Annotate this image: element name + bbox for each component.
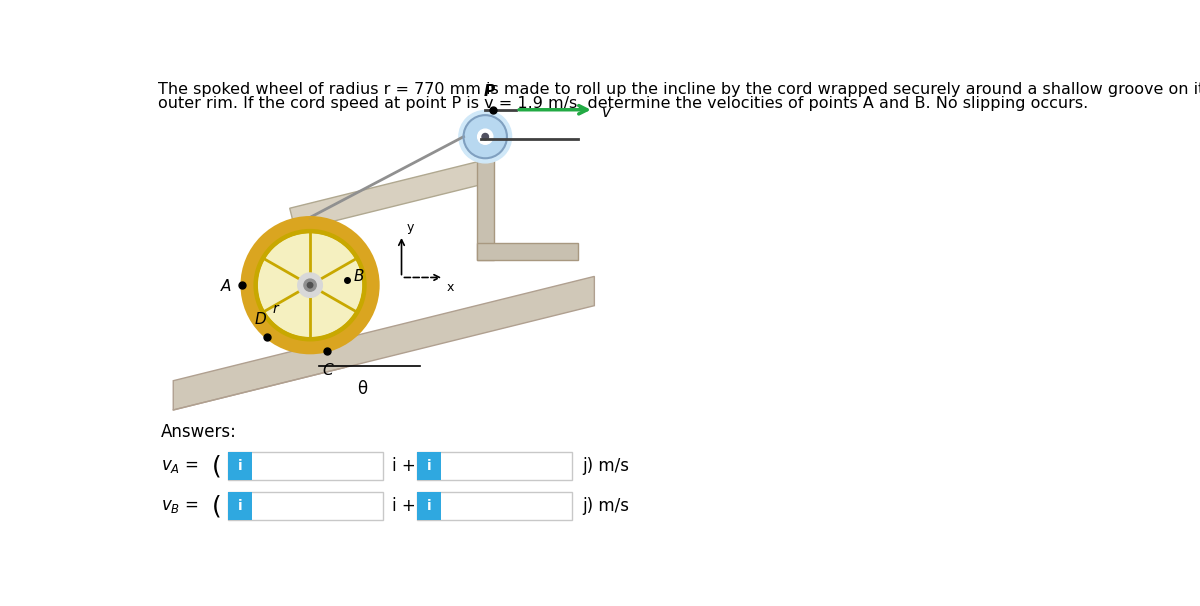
FancyBboxPatch shape bbox=[228, 492, 383, 520]
Text: i +: i + bbox=[391, 457, 415, 475]
Polygon shape bbox=[173, 276, 594, 410]
Circle shape bbox=[478, 129, 493, 144]
FancyBboxPatch shape bbox=[416, 492, 442, 520]
Text: i: i bbox=[427, 459, 431, 473]
Circle shape bbox=[307, 282, 313, 288]
Text: θ: θ bbox=[358, 380, 367, 398]
Text: (: ( bbox=[211, 494, 222, 518]
Text: i +: i + bbox=[391, 498, 415, 515]
Text: x: x bbox=[446, 281, 454, 293]
Text: C: C bbox=[323, 363, 334, 378]
Text: $v_{B}$ =: $v_{B}$ = bbox=[161, 498, 198, 515]
Text: r: r bbox=[272, 302, 278, 316]
Text: j) m/s: j) m/s bbox=[582, 498, 630, 515]
Circle shape bbox=[304, 279, 317, 291]
Circle shape bbox=[482, 133, 488, 140]
Circle shape bbox=[257, 232, 364, 338]
Text: i: i bbox=[238, 459, 242, 473]
Text: outer rim. If the cord speed at point P is v = 1.9 m/s, determine the velocities: outer rim. If the cord speed at point P … bbox=[157, 96, 1088, 111]
Text: P: P bbox=[484, 84, 494, 99]
FancyBboxPatch shape bbox=[228, 452, 252, 480]
Text: i: i bbox=[238, 499, 242, 513]
Text: B: B bbox=[353, 269, 364, 284]
Text: Answers:: Answers: bbox=[161, 423, 236, 441]
Circle shape bbox=[242, 218, 378, 353]
Text: j) m/s: j) m/s bbox=[582, 457, 630, 475]
Text: y: y bbox=[406, 221, 414, 233]
Text: v: v bbox=[601, 105, 611, 119]
Text: D: D bbox=[254, 311, 266, 327]
FancyBboxPatch shape bbox=[416, 452, 571, 480]
Text: A: A bbox=[221, 279, 232, 294]
Text: $v_{A}$ =: $v_{A}$ = bbox=[161, 457, 198, 475]
FancyBboxPatch shape bbox=[228, 452, 383, 480]
Polygon shape bbox=[289, 160, 491, 231]
Polygon shape bbox=[476, 243, 578, 260]
FancyBboxPatch shape bbox=[416, 452, 442, 480]
Text: The spoked wheel of radius r = 770 mm is made to roll up the incline by the cord: The spoked wheel of radius r = 770 mm is… bbox=[157, 82, 1200, 97]
FancyBboxPatch shape bbox=[228, 492, 252, 520]
Text: i: i bbox=[427, 499, 431, 513]
Text: (: ( bbox=[211, 454, 222, 478]
Circle shape bbox=[298, 273, 323, 298]
FancyBboxPatch shape bbox=[416, 492, 571, 520]
Circle shape bbox=[458, 110, 511, 163]
Circle shape bbox=[463, 115, 506, 158]
Polygon shape bbox=[476, 160, 493, 260]
